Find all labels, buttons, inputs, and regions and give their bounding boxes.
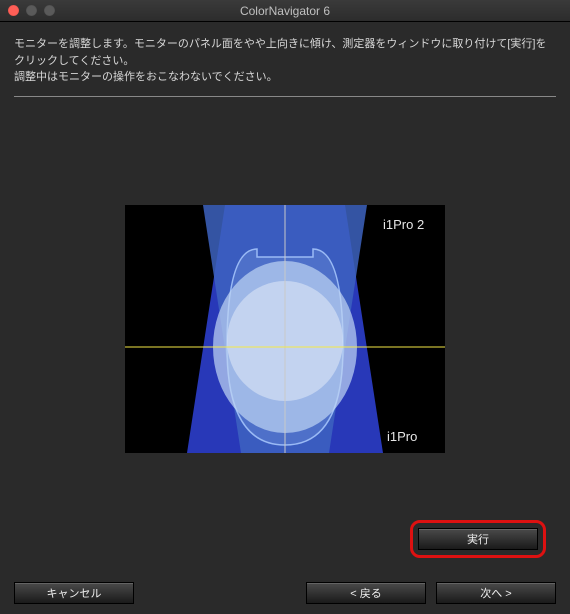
execute-row: 実行: [14, 522, 556, 576]
label-i1pro: i1Pro: [387, 427, 417, 447]
back-button[interactable]: < 戻る: [306, 582, 426, 604]
close-icon[interactable]: [8, 5, 19, 16]
calibration-illustration-wrap: i1Pro 2 i1Pro: [14, 97, 556, 523]
instructions: モニターを調整します。モニターのパネル面をやや上向きに傾け、測定器をウィンドウに…: [14, 36, 556, 97]
footer-buttons: キャンセル < 戻る 次へ >: [14, 576, 556, 604]
window-title: ColorNavigator 6: [0, 4, 570, 18]
content-area: モニターを調整します。モニターのパネル面をやや上向きに傾け、測定器をウィンドウに…: [0, 22, 570, 614]
zoom-icon: [44, 5, 55, 16]
execute-button[interactable]: 実行: [418, 528, 538, 550]
label-i1pro2: i1Pro 2: [383, 215, 424, 235]
instruction-line-2: 調整中はモニターの操作をおこなわないでください。: [14, 69, 556, 86]
minimize-icon: [26, 5, 37, 16]
calibration-illustration: i1Pro 2 i1Pro: [125, 205, 445, 453]
cancel-button[interactable]: キャンセル: [14, 582, 134, 604]
titlebar: ColorNavigator 6: [0, 0, 570, 22]
traffic-lights: [0, 5, 55, 16]
next-button[interactable]: 次へ >: [436, 582, 556, 604]
instruction-line-1: モニターを調整します。モニターのパネル面をやや上向きに傾け、測定器をウィンドウに…: [14, 36, 556, 69]
